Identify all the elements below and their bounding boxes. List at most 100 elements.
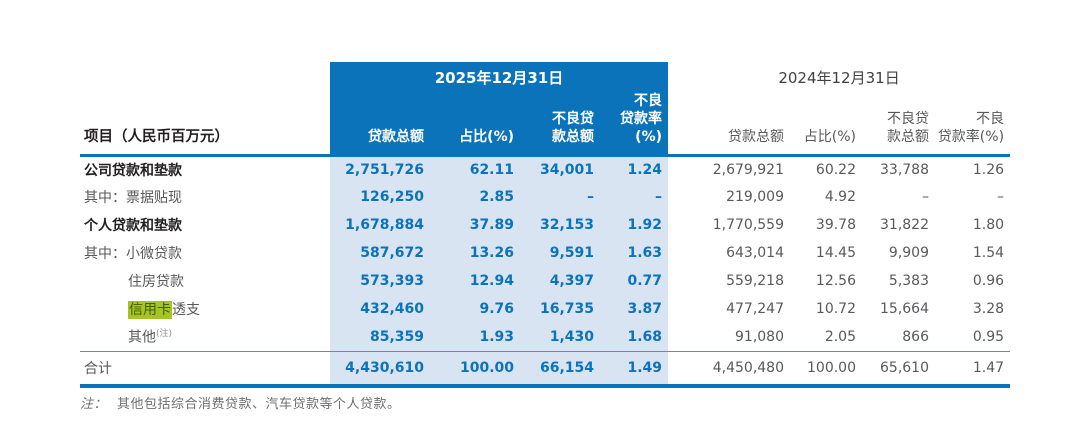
period-header-row: 2025年12月31日 2024年12月31日 (80, 62, 1011, 92)
table-row-micro-loans: 其中：小微贷款 587,672 13.26 9,591 1.63 643,014… (80, 239, 1010, 268)
col-header-line1: 不良贷 (552, 111, 594, 128)
cell-value: 91,080 (735, 328, 784, 345)
item-unit-header: 项目（人民币百万元） (80, 92, 330, 157)
cell-value: 31,822 (880, 217, 929, 234)
col-header-line2: 款总额 (887, 129, 929, 146)
col-header-prior-loan-total: 贷款总额 (668, 92, 790, 157)
cell-value: 4,450,480 (668, 350, 790, 389)
col-header-line2: 贷款总额 (368, 129, 424, 146)
cell-value: – (922, 189, 929, 206)
col-header-line2: 贷款率(%) (620, 111, 662, 146)
cell-value: 4,430,610 (330, 350, 430, 389)
cell-value: 2.85 (430, 183, 520, 212)
cell-value: 1.63 (600, 239, 668, 268)
col-header-current-share: 占比(%) (430, 92, 520, 157)
search-highlight: 信用卡 (128, 301, 172, 320)
cell-value: 0.95 (972, 328, 1005, 345)
cell-value: – (600, 183, 668, 212)
cell-value: 12.94 (430, 267, 520, 296)
cell-value: 39.78 (815, 217, 856, 234)
table-footnote: 注： 其他包括综合消费贷款、汽车贷款等个人贷款。 (80, 393, 401, 412)
cell-value: 1.80 (972, 217, 1005, 234)
cell-value: 1.26 (972, 161, 1005, 178)
footnote-reference: (注) (156, 329, 173, 340)
cell-value: 219,009 (726, 189, 784, 206)
cell-value: 14.45 (815, 245, 856, 262)
row-label: 其中：小微贷款 (84, 246, 182, 263)
cell-value: 5,383 (888, 273, 929, 290)
table-row-corporate-loans: 公司贷款和垫款 2,751,726 62.11 34,001 1.24 2,67… (80, 155, 1010, 184)
cell-value: – (520, 183, 600, 212)
cell-value: 12.56 (815, 273, 856, 290)
cell-value: 1,430 (520, 323, 600, 352)
col-header-prior-npl-ratio: 不良 贷款率(%) (935, 92, 1011, 157)
cell-value: 4.92 (824, 189, 856, 206)
column-header-row: 项目（人民币百万元） 贷款总额 占比(%) 不良贷 款总额 不良 贷款率(%) … (80, 92, 1011, 157)
row-label: 住房贷款 (80, 267, 330, 295)
cell-value: 1.54 (972, 245, 1005, 262)
row-label-text: 住房贷款 (128, 274, 184, 291)
col-header-prior-share: 占比(%) (790, 92, 862, 157)
cell-value: 60.22 (815, 161, 856, 178)
cell-value: 2.05 (824, 328, 856, 345)
cell-value: 866 (902, 328, 929, 345)
cell-value: 477,247 (726, 301, 784, 318)
table-row-other-loans: 其他(注) 85,359 1.93 1,430 1.68 91,080 2.05… (80, 323, 1010, 352)
period-prior-header: 2024年12月31日 (668, 62, 1011, 92)
cell-value: 2,679,921 (712, 161, 784, 178)
cell-value: 65,610 (862, 350, 935, 389)
table-row-housing-loans: 住房贷款 573,393 12.94 4,397 0.77 559,218 12… (80, 267, 1010, 296)
col-header-line2: 占比(%) (459, 129, 514, 146)
row-label: 其中：票据贴现 (84, 190, 182, 207)
period-header-spacer (80, 62, 330, 92)
table-row-personal-loans: 个人贷款和垫款 1,678,884 37.89 32,153 1.92 1,77… (80, 211, 1010, 240)
col-header-line1: 不良 (976, 111, 1005, 128)
table-row-discounted-bills: 其中：票据贴现 126,250 2.85 – – 219,009 4.92 – … (80, 183, 1010, 212)
cell-value: 34,001 (520, 155, 600, 184)
cell-value: 10.72 (815, 301, 856, 318)
cell-value: 1.49 (600, 350, 668, 389)
col-header-line2: 占比(%) (803, 129, 856, 146)
cell-value: 3.28 (972, 301, 1005, 318)
cell-value: 9,909 (888, 245, 929, 262)
cell-value: 126,250 (330, 183, 430, 212)
cell-value: 1,770,559 (712, 217, 784, 234)
row-label: 个人贷款和垫款 (84, 218, 182, 235)
row-label-text: 其他 (128, 330, 156, 347)
cell-value: 0.77 (600, 267, 668, 296)
cell-value: 4,397 (520, 267, 600, 296)
cell-value: 1.47 (935, 350, 1011, 389)
row-label: 公司贷款和垫款 (84, 162, 182, 179)
col-header-prior-npl-total: 不良贷 款总额 (862, 92, 935, 157)
cell-value: 559,218 (726, 273, 784, 290)
cell-value: 1.93 (430, 323, 520, 352)
cell-value: 37.89 (430, 211, 520, 240)
cell-value: 587,672 (330, 239, 430, 268)
cell-value: 432,460 (330, 295, 430, 324)
cell-value: 85,359 (330, 323, 430, 352)
col-header-line2: 贷款率(%) (937, 129, 1005, 146)
footnote-text: 其他包括综合消费贷款、汽车贷款等个人贷款。 (117, 397, 401, 412)
cell-value: 62.11 (430, 155, 520, 184)
cell-value: 66,154 (520, 350, 600, 389)
col-header-line2: 款总额 (552, 129, 594, 146)
cell-value: 1,678,884 (330, 211, 430, 240)
table-row-total: 合计 4,430,610 100.00 66,154 1.49 4,450,48… (80, 350, 1011, 389)
row-label: 其他(注) (80, 323, 330, 351)
col-header-current-npl-total: 不良贷 款总额 (520, 92, 600, 157)
cell-value: 33,788 (880, 161, 929, 178)
cell-value: 13.26 (430, 239, 520, 268)
row-label-text: 透支 (172, 302, 200, 319)
cell-value: 3.87 (600, 295, 668, 324)
cell-value: 643,014 (726, 245, 784, 262)
period-current-header: 2025年12月31日 (330, 62, 668, 92)
col-header-current-loan-total: 贷款总额 (330, 92, 430, 157)
cell-value: 573,393 (330, 267, 430, 296)
loan-distribution-table: 2025年12月31日 2024年12月31日 项目（人民币百万元） 贷款总额 … (80, 62, 1011, 389)
table-row-credit-card-overdraft: 信用卡透支 432,460 9.76 16,735 3.87 477,247 1… (80, 295, 1010, 324)
cell-value: 15,664 (880, 301, 929, 318)
cell-value: 100.00 (430, 350, 520, 389)
row-label: 合计 (80, 350, 330, 389)
cell-value: 9.76 (430, 295, 520, 324)
